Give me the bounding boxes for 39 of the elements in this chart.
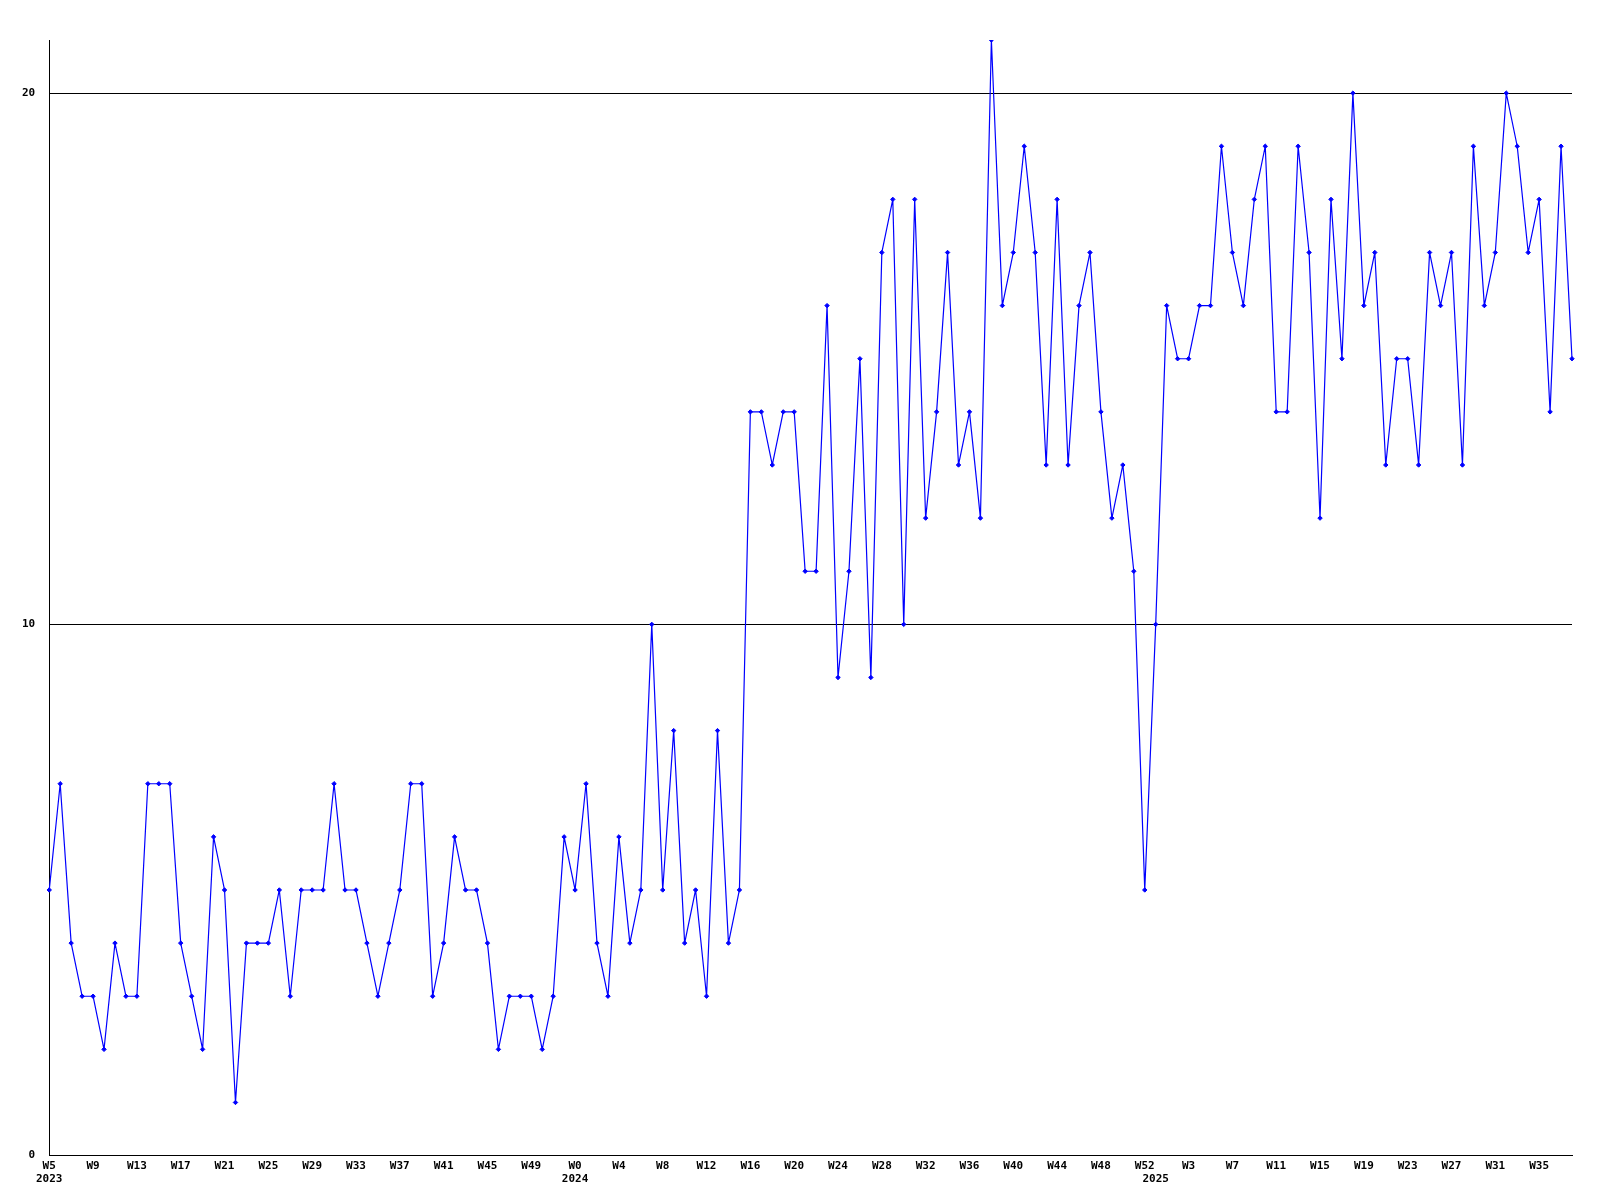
x-tick-label: W45 bbox=[477, 1159, 498, 1173]
x-tick-label: W48 bbox=[1090, 1159, 1111, 1173]
x-tick-label: W13 bbox=[126, 1159, 147, 1173]
x-tick-label: W15 bbox=[1310, 1159, 1330, 1173]
x-tick-label: W9 bbox=[86, 1159, 100, 1173]
x-tick-label: W4 bbox=[612, 1159, 626, 1173]
x-tick-label: W11 bbox=[1266, 1159, 1287, 1173]
x-tick-label: W0 2024 bbox=[561, 1159, 589, 1186]
x-tick-label: W25 bbox=[258, 1159, 279, 1173]
y-tick-label: 0 bbox=[28, 1148, 36, 1162]
x-tick-label: W20 bbox=[784, 1159, 805, 1173]
y-tick-label: 10 bbox=[22, 617, 36, 631]
x-tick-label: W8 bbox=[656, 1159, 670, 1173]
x-tick-label: W41 bbox=[433, 1159, 454, 1173]
x-tick-label: W3 bbox=[1181, 1159, 1196, 1173]
x-tick-label: W27 bbox=[1441, 1159, 1462, 1173]
x-tick-label: W31 bbox=[1485, 1159, 1506, 1173]
x-tick-label: W28 bbox=[871, 1159, 892, 1173]
x-tick-label: 2025 bbox=[1142, 1172, 1169, 1186]
x-tick-label: W35 bbox=[1529, 1159, 1550, 1173]
x-tick-label: W33 bbox=[346, 1159, 366, 1173]
x-tick-label: W7 bbox=[1225, 1159, 1240, 1173]
x-tick-label: W52 bbox=[1134, 1159, 1155, 1173]
y-tick-label: 20 bbox=[22, 85, 36, 99]
x-tick-label: W17 bbox=[170, 1159, 191, 1173]
x-tick-label: W32 bbox=[915, 1159, 936, 1173]
x-tick-label: W19 bbox=[1353, 1159, 1374, 1173]
x-tick-label: W37 bbox=[389, 1159, 410, 1173]
x-tick-label: W21 bbox=[214, 1159, 235, 1173]
x-tick-label: W5 2023 bbox=[36, 1159, 63, 1186]
x-tick-label: W40 bbox=[1003, 1159, 1024, 1173]
x-tick-label: W16 bbox=[740, 1159, 761, 1173]
x-tick-label: W44 bbox=[1047, 1159, 1068, 1173]
x-tick-label: W23 bbox=[1397, 1159, 1418, 1173]
x-tick-label: W24 bbox=[828, 1159, 849, 1173]
x-tick-label: W36 bbox=[959, 1159, 980, 1173]
x-tick-label: W12 bbox=[696, 1159, 717, 1173]
x-tick-label: W49 bbox=[521, 1159, 542, 1173]
x-tick-label: W29 bbox=[302, 1159, 323, 1173]
